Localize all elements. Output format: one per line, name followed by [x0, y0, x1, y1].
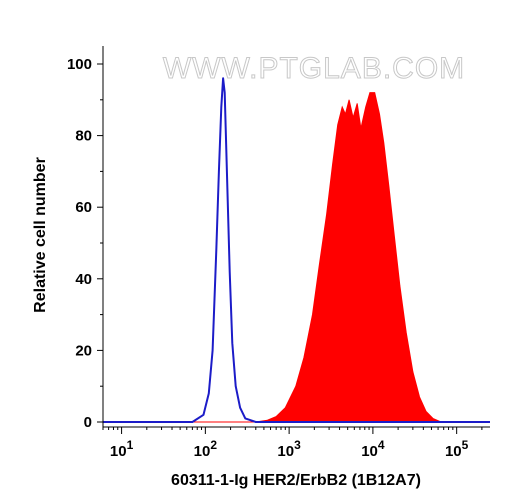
x-tick-label: 103 [277, 438, 301, 460]
x-tick-label: 102 [194, 438, 218, 460]
plot-series [103, 77, 490, 423]
y-tick-label: 100 [67, 56, 92, 73]
x-tick-label: 104 [361, 438, 385, 460]
y-tick-label: 40 [75, 271, 92, 288]
histogram-filled-series [103, 92, 490, 423]
y-tick-label: 80 [75, 128, 92, 145]
watermark-text: WWW.PTGLAB.COM [163, 52, 465, 85]
y-tick-label: 20 [75, 342, 92, 359]
y-axis-title: Relative cell number [32, 157, 49, 313]
y-ticks: 0 20 40 60 80 100 [67, 56, 103, 431]
x-tick-label: 105 [445, 438, 469, 460]
x-tick-label: 101 [110, 438, 134, 460]
x-ticks: 101 102 103 104 105 [102, 427, 483, 460]
x-axis-title: 60311-1-Ig HER2/ErbB2 (1B12A7) [171, 472, 421, 489]
y-tick-label: 0 [84, 414, 92, 431]
y-tick-label: 60 [75, 199, 92, 216]
histogram-outline-series [103, 77, 490, 423]
axes [102, 46, 490, 428]
